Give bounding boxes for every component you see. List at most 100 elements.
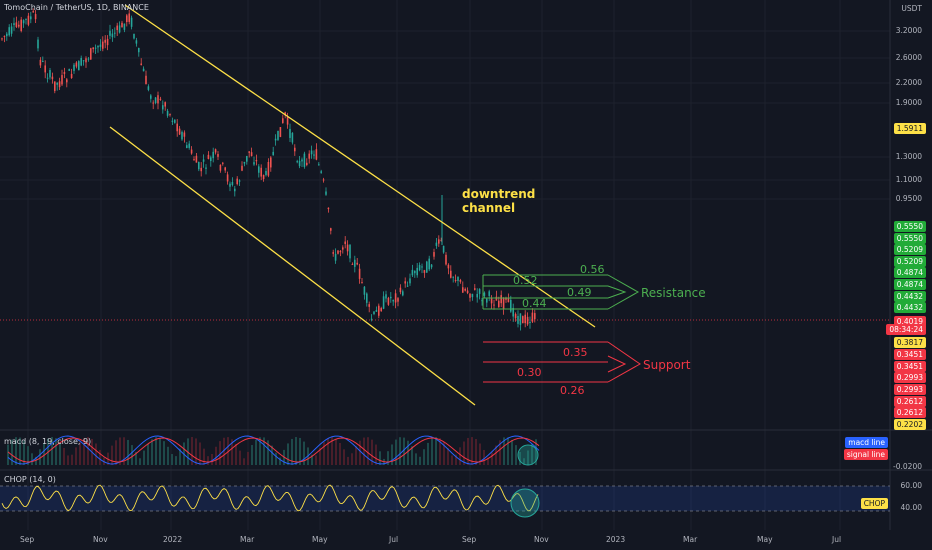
candle-body <box>102 41 104 49</box>
candle-body <box>445 254 447 265</box>
chop-label: CHOP (14, 0) <box>4 475 56 484</box>
date-tick: Nov <box>534 535 549 544</box>
resistance-arrow <box>607 274 640 310</box>
chop-tick-60: 60.00 <box>900 481 922 490</box>
candle-body <box>308 153 310 159</box>
candle-body <box>387 297 390 305</box>
candle-body <box>121 22 123 28</box>
price-tag: 0.2612 <box>893 396 926 407</box>
candle-body <box>68 69 70 71</box>
candle-body <box>394 293 397 303</box>
macd-axis-tick: -0.0200 <box>893 462 922 471</box>
candle-body <box>366 293 368 303</box>
candle-body <box>176 123 178 132</box>
candle-body <box>49 70 51 78</box>
candle-body <box>162 105 164 110</box>
date-tick: 2022 <box>163 535 183 544</box>
candle-body <box>229 183 231 187</box>
candle-body <box>44 65 46 73</box>
candle-body <box>116 25 118 31</box>
candle-body <box>534 313 536 320</box>
candle-body <box>411 269 414 276</box>
candle-body <box>66 79 68 83</box>
candle-body <box>363 286 366 295</box>
candle-body <box>270 157 272 168</box>
candle-body <box>277 130 279 140</box>
candle-body <box>15 22 18 27</box>
candle-body <box>483 292 486 296</box>
candle-body <box>310 150 313 155</box>
candle-body <box>207 154 210 159</box>
candle-body <box>231 181 234 185</box>
candle-body <box>327 207 330 210</box>
candle-body <box>147 86 150 90</box>
price-tag: 08:34:24 <box>886 324 926 335</box>
candle-body <box>1 38 3 40</box>
candle-body <box>298 160 301 167</box>
candle-body <box>250 152 253 157</box>
resistance-level-label: 0.44 <box>522 297 547 310</box>
candle-body <box>34 14 37 20</box>
candle-body <box>20 19 22 31</box>
candle-body <box>373 311 375 315</box>
candle-body <box>476 293 478 298</box>
candle-body <box>488 291 490 296</box>
candle-body <box>313 154 315 156</box>
candle-body <box>46 77 49 79</box>
candle-body <box>260 167 262 177</box>
candle-body <box>392 299 394 302</box>
date-tick: Jul <box>832 535 842 544</box>
candle-body <box>138 47 140 53</box>
candle-body <box>416 267 418 276</box>
candle-body <box>75 62 78 67</box>
candle-body <box>87 58 90 60</box>
candle-body <box>442 245 445 253</box>
chop-highlight-circle <box>510 488 540 518</box>
date-tick: Jul <box>389 535 399 544</box>
candle-body <box>471 293 474 298</box>
date-tick: Sep <box>20 535 35 544</box>
support-arrow <box>607 341 641 383</box>
date-tick: Mar <box>240 535 255 544</box>
candle-body <box>397 298 399 302</box>
candle-body <box>169 114 171 116</box>
candle-body <box>135 40 138 44</box>
candle-body <box>325 191 327 195</box>
candle-body <box>157 95 159 104</box>
price-tag: 0.4019 <box>893 316 926 327</box>
candle-body <box>334 253 337 261</box>
price-tag: 0.5550 <box>893 221 926 232</box>
candle-body <box>253 162 255 165</box>
candle-body <box>279 127 282 137</box>
price-tick: 0.9500 <box>895 194 922 203</box>
candle-body <box>361 282 363 284</box>
candle-body <box>174 119 176 123</box>
candle-body <box>246 156 248 162</box>
chart-title: TomoChain / TetherUS, 1D, BINANCE <box>4 3 149 12</box>
candle-body <box>133 33 135 39</box>
candle-body <box>178 128 181 135</box>
candle-body <box>183 132 186 137</box>
resistance-level-label: 0.56 <box>580 263 605 276</box>
candle-body <box>217 154 219 157</box>
candle-body <box>10 26 13 34</box>
candle-body <box>80 58 82 66</box>
candle-body <box>78 61 80 71</box>
candle-body <box>255 160 258 162</box>
candle-body <box>13 23 15 25</box>
price-tag: 0.3451 <box>893 349 926 360</box>
candle-body <box>205 167 207 169</box>
candle-body <box>474 288 476 290</box>
candle-body <box>433 252 435 257</box>
price-tag: 0.5550 <box>893 233 926 244</box>
candle-body <box>202 159 205 162</box>
candle-body <box>130 17 133 27</box>
candle-body <box>385 294 387 299</box>
support-level-label: 0.26 <box>560 384 585 397</box>
candle-body <box>320 171 322 173</box>
candle-body <box>315 149 318 160</box>
candle-body <box>140 63 142 65</box>
candle-body <box>224 167 226 171</box>
price-tag: 0.2993 <box>893 372 926 383</box>
candle-body <box>114 32 116 34</box>
